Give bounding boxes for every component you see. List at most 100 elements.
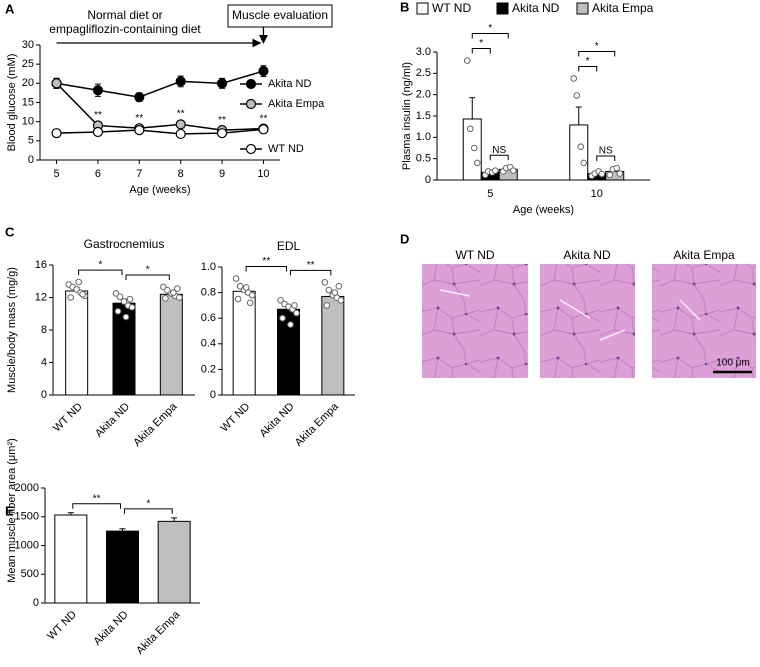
x-tick-label: WT ND — [51, 401, 85, 435]
significance-bracket — [596, 155, 616, 162]
x-axis-label: Age (weeks) — [513, 204, 574, 216]
y-tick-label: 2000 — [15, 482, 39, 494]
data-point — [236, 282, 244, 290]
significance-bracket — [471, 33, 509, 39]
data-point — [126, 295, 134, 303]
legend-label: Akita Empa — [592, 1, 654, 15]
legend-marker — [245, 98, 257, 110]
marker — [175, 119, 186, 130]
bar — [54, 514, 88, 604]
y-axis-label: Muscle/body mass (mg/g) — [6, 267, 18, 393]
data-point — [470, 144, 478, 152]
data-point — [75, 278, 82, 286]
significance-label: ** — [218, 115, 226, 126]
histology-image — [422, 264, 528, 378]
data-point — [577, 143, 585, 151]
data-point — [473, 159, 481, 167]
data-point — [491, 167, 499, 174]
bar — [321, 295, 345, 396]
significance-bracket — [125, 274, 170, 280]
data-point — [114, 308, 122, 315]
x-axis-label: Age (weeks) — [129, 184, 190, 196]
data-point — [79, 290, 86, 298]
y-tick-label: 0 — [210, 389, 216, 401]
legend-swatch — [496, 2, 509, 15]
data-point — [598, 170, 606, 178]
x-tick-label: 7 — [136, 168, 142, 180]
legend-label: WT ND — [432, 1, 471, 15]
data-point — [128, 303, 136, 311]
y-tick-label: 30 — [22, 39, 34, 51]
bar — [65, 290, 89, 396]
y-tick-label: 3.0 — [416, 46, 431, 58]
panel-letter: C — [5, 224, 15, 239]
event-box — [227, 4, 333, 28]
series-line — [56, 128, 264, 135]
panel-letter: B — [400, 0, 409, 14]
y-tick-label: 10 — [22, 116, 34, 128]
data-point — [613, 164, 621, 172]
y-tick-label: 0.8 — [201, 287, 216, 299]
x-tick-label: Akita ND — [91, 609, 130, 648]
data-point — [321, 279, 329, 286]
marker — [92, 85, 104, 96]
data-point — [616, 170, 624, 177]
y-tick-label: 5 — [28, 135, 34, 147]
data-point — [293, 309, 300, 317]
bar — [569, 124, 589, 181]
x-tick-label: Akita ND — [257, 401, 296, 440]
significance-bracket — [72, 503, 121, 509]
x-tick-label: WT ND — [219, 401, 253, 435]
data-point — [337, 296, 345, 304]
data-point — [463, 57, 471, 64]
series-line — [56, 82, 264, 131]
y-tick-label: 2.0 — [416, 89, 431, 101]
y-tick-label: 0.6 — [201, 312, 216, 324]
legend-label: WT ND — [268, 143, 304, 155]
image-label: Akita ND — [563, 248, 611, 262]
panel-letter: D — [400, 231, 409, 246]
significance-label: NS — [492, 145, 506, 156]
data-point — [174, 285, 181, 292]
significance-label: NS — [599, 146, 613, 157]
y-tick-label: 0.4 — [201, 338, 216, 350]
data-point — [279, 314, 286, 322]
significance-label: * — [146, 499, 150, 510]
data-point — [67, 294, 74, 301]
chart-title: EDL — [277, 239, 301, 253]
y-tick-label: 500 — [21, 568, 39, 580]
event-label: Muscle evaluation — [232, 8, 328, 22]
y-tick-label: 16 — [35, 259, 47, 271]
data-point — [509, 167, 517, 174]
significance-label: ** — [262, 256, 270, 267]
significance-bracket — [578, 50, 616, 57]
data-point — [287, 321, 294, 328]
legend-label: Akita Empa — [268, 98, 325, 110]
x-tick-label: WT ND — [45, 609, 79, 643]
tissue-gap — [439, 289, 701, 341]
legend-marker — [245, 143, 257, 155]
marker — [216, 78, 228, 89]
marker — [175, 128, 186, 140]
marker — [216, 128, 228, 139]
series-line — [56, 70, 264, 98]
data-point — [291, 302, 298, 309]
y-tick-label: 1000 — [15, 539, 39, 551]
y-tick-label: 1.0 — [416, 131, 431, 143]
marker — [51, 78, 62, 89]
data-point — [246, 299, 254, 307]
data-point — [232, 275, 240, 282]
bar — [106, 530, 139, 604]
y-tick-label: 0.5 — [416, 153, 431, 165]
significance-label: ** — [93, 493, 101, 504]
data-point — [248, 291, 256, 299]
histology-image — [652, 264, 756, 378]
marker — [134, 125, 145, 136]
x-tick-label: 5 — [53, 168, 59, 180]
data-point — [466, 125, 474, 133]
y-tick-label: 20 — [22, 77, 34, 89]
bar — [232, 290, 256, 396]
x-tick-label: 5 — [487, 188, 493, 200]
panel-d: D WT ND Akita ND Akita Empa 100 μm — [400, 231, 756, 378]
